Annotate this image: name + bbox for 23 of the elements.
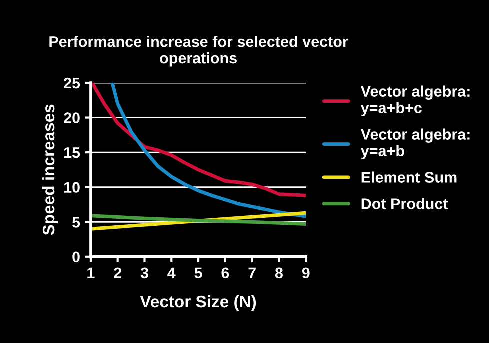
x-tick-label: 8 — [275, 268, 283, 279]
y-tick-label: 20 — [64, 112, 80, 124]
y-tick-label: 25 — [64, 78, 80, 89]
x-tick-label: 5 — [194, 268, 202, 279]
legend-label: Vector algebra: y=a+b — [360, 128, 470, 160]
line-series — [110, 83, 306, 218]
x-tick-label: 3 — [140, 268, 148, 279]
y-tick-label: 5 — [72, 217, 80, 228]
y-axis-title: Speed increases — [42, 104, 58, 236]
y-tick-label: 10 — [64, 182, 80, 194]
y-tick-label: 15 — [64, 148, 80, 158]
x-tick-label: 6 — [222, 268, 230, 279]
chart-title: Performance increase for selected vector operations — [50, 36, 348, 67]
y-tick-label: 0 — [72, 252, 80, 263]
x-tick-label: 4 — [168, 268, 176, 278]
legend-label: Vector algebra: y=a+b+c — [360, 86, 470, 117]
x-tick-label: 1 — [88, 268, 95, 278]
x-tick-label: 9 — [302, 268, 310, 279]
x-tick-label: 2 — [114, 268, 122, 278]
x-axis-title: Vector Size (N) — [140, 295, 256, 311]
legend-label: Dot Product — [362, 198, 448, 210]
x-tick-label: 7 — [248, 268, 256, 278]
legend-label: Element Sum — [362, 172, 457, 183]
